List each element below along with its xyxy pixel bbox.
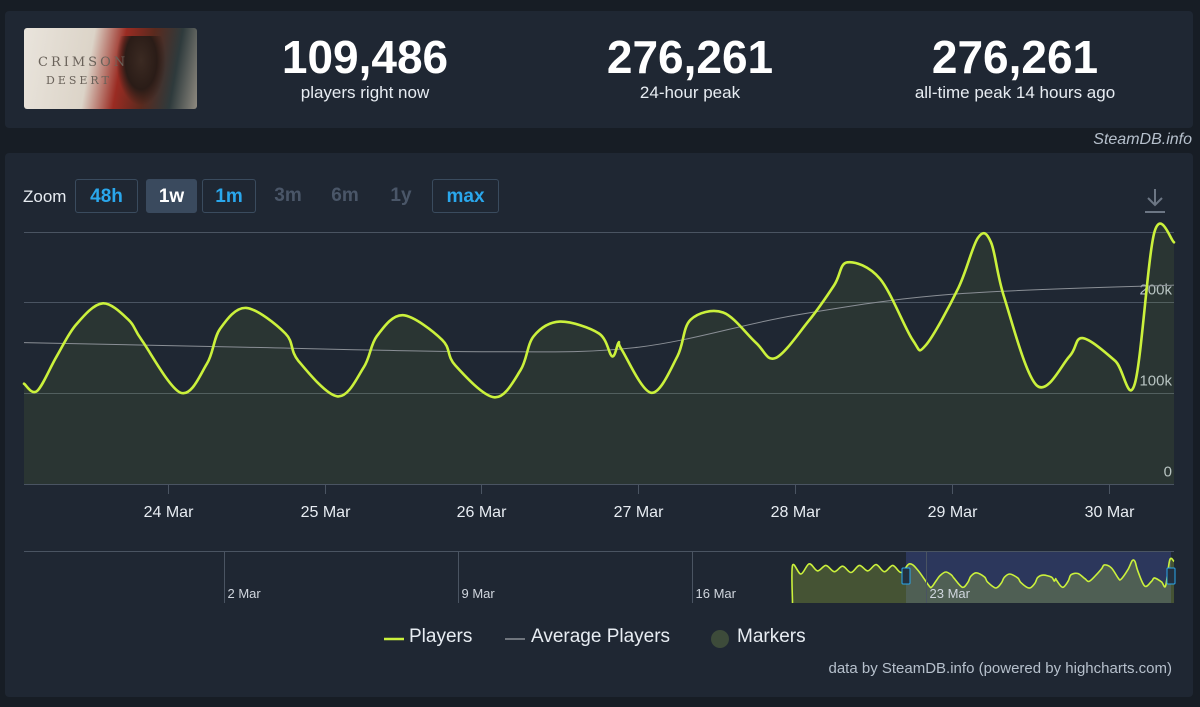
- stat-current-players: 109,486 players right now: [245, 31, 485, 103]
- all-time-peak-label: all-time peak 14 hours ago: [914, 83, 1116, 102]
- navigator-tick-label: 2 Mar: [228, 586, 262, 601]
- zoom-1w-button[interactable]: 1w: [146, 179, 197, 213]
- y-tick-label: 100k: [1139, 373, 1172, 390]
- current-players-value: 109,486: [281, 31, 449, 83]
- navigator-tick-label: 16 Mar: [696, 586, 737, 601]
- zoom-3m-button[interactable]: 3m: [274, 185, 302, 206]
- zoom-1y-button[interactable]: 1y: [390, 185, 412, 206]
- zoom-1m-button[interactable]: 1m: [202, 179, 256, 213]
- legend-markers-circle-icon: [711, 630, 729, 648]
- navigator-tick-label: 9 Mar: [462, 586, 496, 601]
- zoom-label: Zoom: [23, 187, 67, 206]
- steamdb-credit[interactable]: SteamDB.info: [1093, 131, 1192, 148]
- zoom-6m-button[interactable]: 6m: [331, 185, 359, 206]
- download-icon[interactable]: [1143, 187, 1167, 215]
- legend-players[interactable]: Players: [409, 626, 473, 647]
- y-tick-label: 0: [1164, 464, 1172, 481]
- legend-average-line-icon: [505, 638, 525, 640]
- x-axis-labels: 24 Mar 25 Mar 26 Mar 27 Mar 28 Mar 29 Mar 30 M…: [144, 484, 1135, 521]
- zoom-48h-button[interactable]: 48h: [75, 179, 138, 213]
- legend-players-line-icon: [384, 637, 404, 641]
- legend-markers[interactable]: Markers: [737, 626, 806, 647]
- x-tick-label: 27 Mar: [614, 504, 664, 521]
- current-players-label: players right now: [300, 83, 430, 102]
- peak-24h-value: 276,261: [606, 31, 774, 83]
- summary-card: CRIMSON DESERT 109,486 players right now…: [5, 11, 1193, 128]
- highcharts-credit[interactable]: data by SteamDB.info (powered by highcha…: [828, 660, 1173, 677]
- navigator-left-handle[interactable]: [901, 567, 911, 585]
- x-tick-label: 28 Mar: [771, 504, 821, 521]
- y-axis-labels: 0100k200k: [1139, 282, 1172, 481]
- zoom-max-button[interactable]: max: [432, 179, 499, 213]
- game-thumbnail[interactable]: CRIMSON DESERT: [24, 28, 197, 109]
- navigator-tick-label: 23 Mar: [930, 586, 971, 601]
- navigator-area: [791, 558, 1174, 603]
- players-area: [24, 223, 1174, 484]
- navigator-x-labels: 2 Mar 9 Mar 16 Mar 23 Mar: [224, 552, 971, 603]
- average-players-line: [23, 284, 1175, 353]
- x-tick-label: 29 Mar: [928, 504, 978, 521]
- chart-card: [5, 153, 1193, 697]
- navigator-right-handle[interactable]: [1166, 567, 1176, 585]
- stat-24h-peak: 276,261 24-hour peak: [570, 31, 810, 103]
- x-tick-label: 26 Mar: [457, 504, 507, 521]
- all-time-peak-value: 276,261: [931, 31, 1099, 83]
- x-tick-label: 24 Mar: [144, 504, 194, 521]
- stat-all-time-peak: 276,261 all-time peak 14 hours ago: [885, 31, 1145, 103]
- game-art-title-line1: CRIMSON: [38, 55, 129, 70]
- peak-24h-label: 24-hour peak: [639, 83, 741, 102]
- navigator: 2 Mar 9 Mar 16 Mar 23 Mar: [24, 551, 1176, 604]
- game-art-figure: [116, 36, 166, 106]
- x-tick-label: 25 Mar: [301, 504, 351, 521]
- game-art-title-line2: DESERT: [46, 74, 112, 87]
- navigator-line: [791, 557, 1175, 604]
- x-tick-label: 30 Mar: [1085, 504, 1135, 521]
- legend-average-players[interactable]: Average Players: [531, 626, 671, 647]
- players-line: [22, 222, 1176, 399]
